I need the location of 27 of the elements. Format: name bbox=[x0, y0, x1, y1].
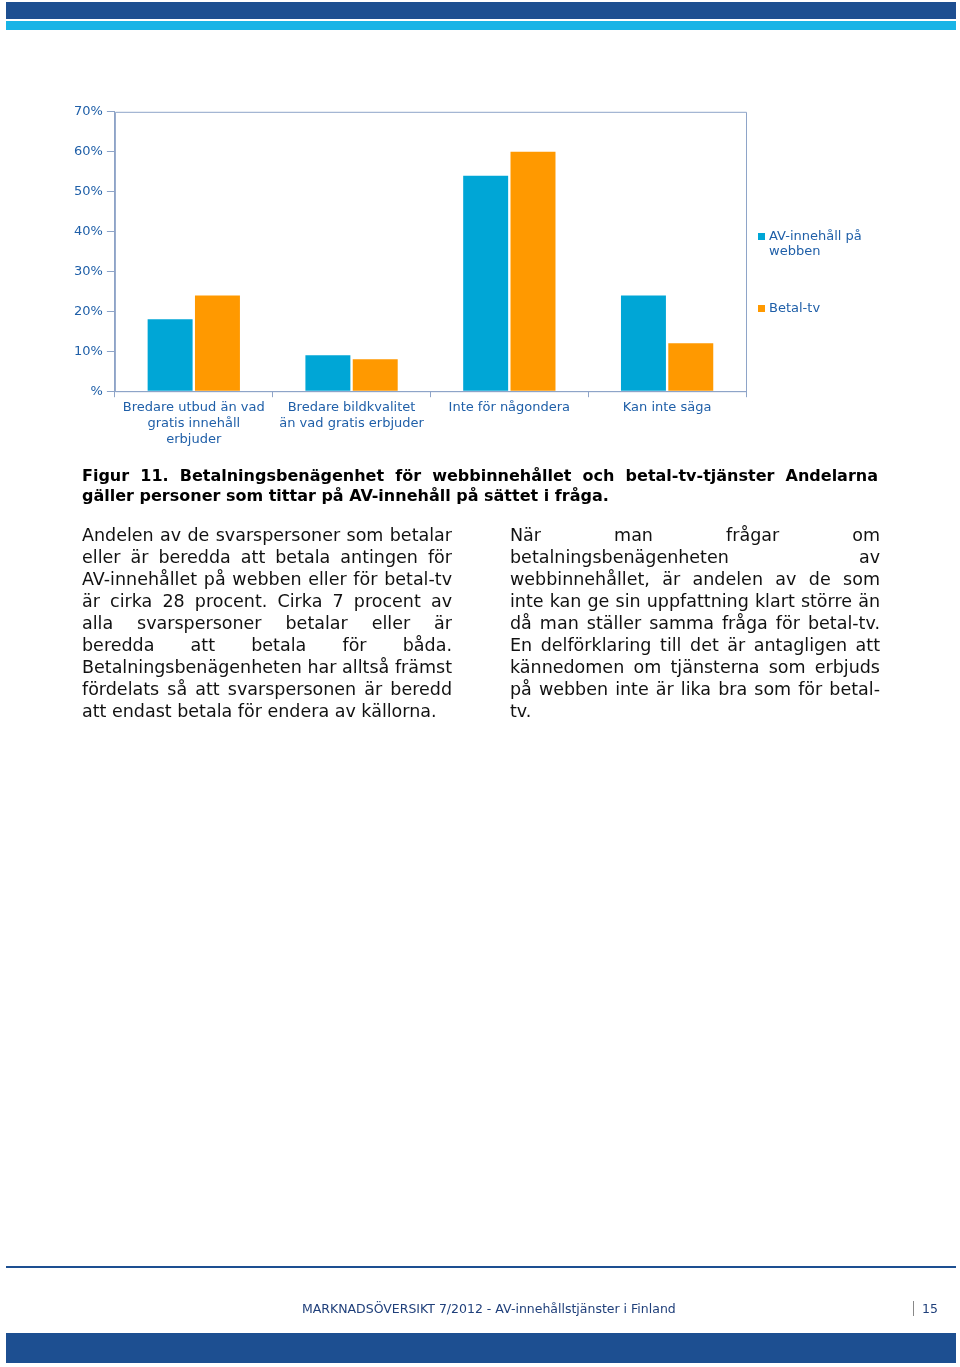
x-tick-label: Bredare utbud än vad gratis innehåll erbjuder bbox=[122, 399, 265, 446]
bar bbox=[352, 359, 398, 391]
x-tick-label: Kan inte säga bbox=[622, 399, 712, 415]
y-tick-label: 50% bbox=[73, 183, 103, 198]
y-tick-label: 60% bbox=[73, 143, 103, 159]
text: När man frågar om betalningsbenägenheten av webbinnehållet, är andelen av de som inte kan ge sin uppfattning klart större än då man ställer samma fråga för betal-tv. En delförklaring till det är antagligen att kännedomen om tjänsterna som erbjuds på webben inte är lika bra som för betal-tv. bbox=[510, 525, 880, 721]
y-tick-label: 20% bbox=[73, 302, 103, 318]
bar bbox=[463, 175, 509, 391]
bar bbox=[147, 319, 193, 391]
text: MARKNADSÖVERSIKT 7/2012 - AV-innehållstjänster i Finland bbox=[302, 1301, 676, 1316]
y-tick-label: 70% bbox=[73, 103, 103, 119]
x-tick-label: Bredare bildkvalitet än vad gratis erbjuder bbox=[279, 399, 425, 430]
bar bbox=[668, 343, 714, 391]
legend-label: AV-innehåll på webben bbox=[769, 228, 863, 258]
bar bbox=[620, 295, 666, 391]
text: Figur 11. Betalningsbenägenhet för webbinnehållet och betal-tv-tjänster Andelarna gäller personer som tittar på AV-innehåll på sättet i fråga. bbox=[82, 466, 878, 506]
y-tick-label: 30% bbox=[73, 262, 103, 278]
bar bbox=[510, 151, 556, 391]
bar bbox=[194, 295, 240, 391]
y-tick-label: % bbox=[90, 382, 103, 398]
bar bbox=[305, 355, 351, 391]
text: 15 bbox=[913, 1301, 938, 1316]
y-tick-label: 10% bbox=[73, 342, 103, 358]
y-tick-label: 40% bbox=[73, 222, 103, 238]
text: Andelen av de svarspersoner som betalar eller är beredda att betala antingen för AV-innehållet på webben eller för betal-tv är cirka 28 procent. Cirka 7 procent av alla svarspersoner betalar eller är beredda att betala för båda. Betalningsbenägenheten har alltså främst fördelats så att svarspersonen är beredd att endast betala för endera av källorna. bbox=[82, 525, 452, 721]
x-tick-label: Inte för någondera bbox=[448, 399, 571, 415]
legend-label: Betal-tv bbox=[769, 300, 821, 315]
